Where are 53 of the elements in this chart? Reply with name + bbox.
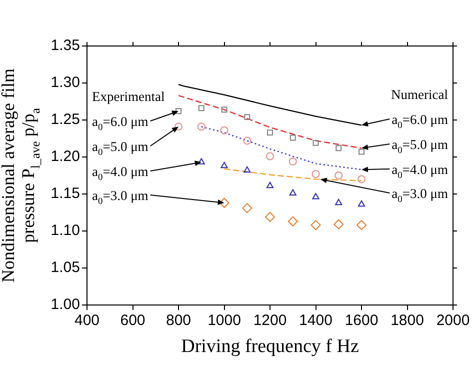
point (197, 122, 206, 131)
y-tick-label: 1.30 (50, 74, 80, 92)
annotation: Numerical (391, 87, 448, 102)
point (310, 220, 321, 230)
point (288, 157, 297, 166)
x-tick-label: 1400 (299, 312, 332, 330)
annotation: Experimental (92, 89, 165, 104)
point (243, 136, 252, 145)
point (176, 108, 182, 114)
point (266, 182, 274, 188)
point (358, 200, 366, 207)
point (288, 216, 298, 226)
point (265, 212, 275, 222)
y-tick-label: 1.25 (50, 111, 80, 128)
point (174, 122, 182, 131)
point (334, 219, 344, 230)
point (358, 175, 366, 184)
point (312, 140, 319, 146)
point (334, 172, 343, 180)
point (336, 145, 342, 152)
point (266, 152, 274, 160)
point (221, 106, 228, 113)
point (198, 158, 205, 164)
y-tick-label: 1.35 (50, 37, 80, 54)
x-tick-label: 1800 (390, 312, 424, 330)
point (219, 198, 230, 208)
x-axis-title: Driving frequency f Hz (181, 336, 359, 357)
point (220, 162, 228, 168)
x-tick-label: 600 (120, 312, 146, 330)
point (267, 130, 273, 136)
point (289, 189, 296, 196)
point (312, 192, 320, 200)
x-tick-label: 800 (166, 312, 192, 330)
point (244, 114, 250, 120)
y-tick-label: 1.05 (50, 259, 80, 276)
point (335, 198, 342, 206)
x-tick-label: 1000 (208, 312, 241, 330)
x-tick-label: 2000 (436, 312, 470, 330)
y-tick-label: 1.10 (50, 222, 80, 240)
point (356, 220, 366, 230)
y-tick-label: 1.00 (50, 296, 80, 314)
y-tick-label: 1.15 (50, 185, 80, 202)
y-tick-label: 1.20 (50, 148, 80, 166)
point (198, 105, 204, 112)
point (290, 134, 296, 141)
point (312, 170, 320, 178)
point (358, 148, 364, 155)
point (220, 126, 228, 134)
x-tick-label: 1600 (344, 312, 378, 330)
point (242, 203, 252, 214)
x-tick-label: 400 (74, 312, 100, 330)
x-tick-label: 1200 (253, 312, 287, 330)
point (244, 166, 251, 173)
